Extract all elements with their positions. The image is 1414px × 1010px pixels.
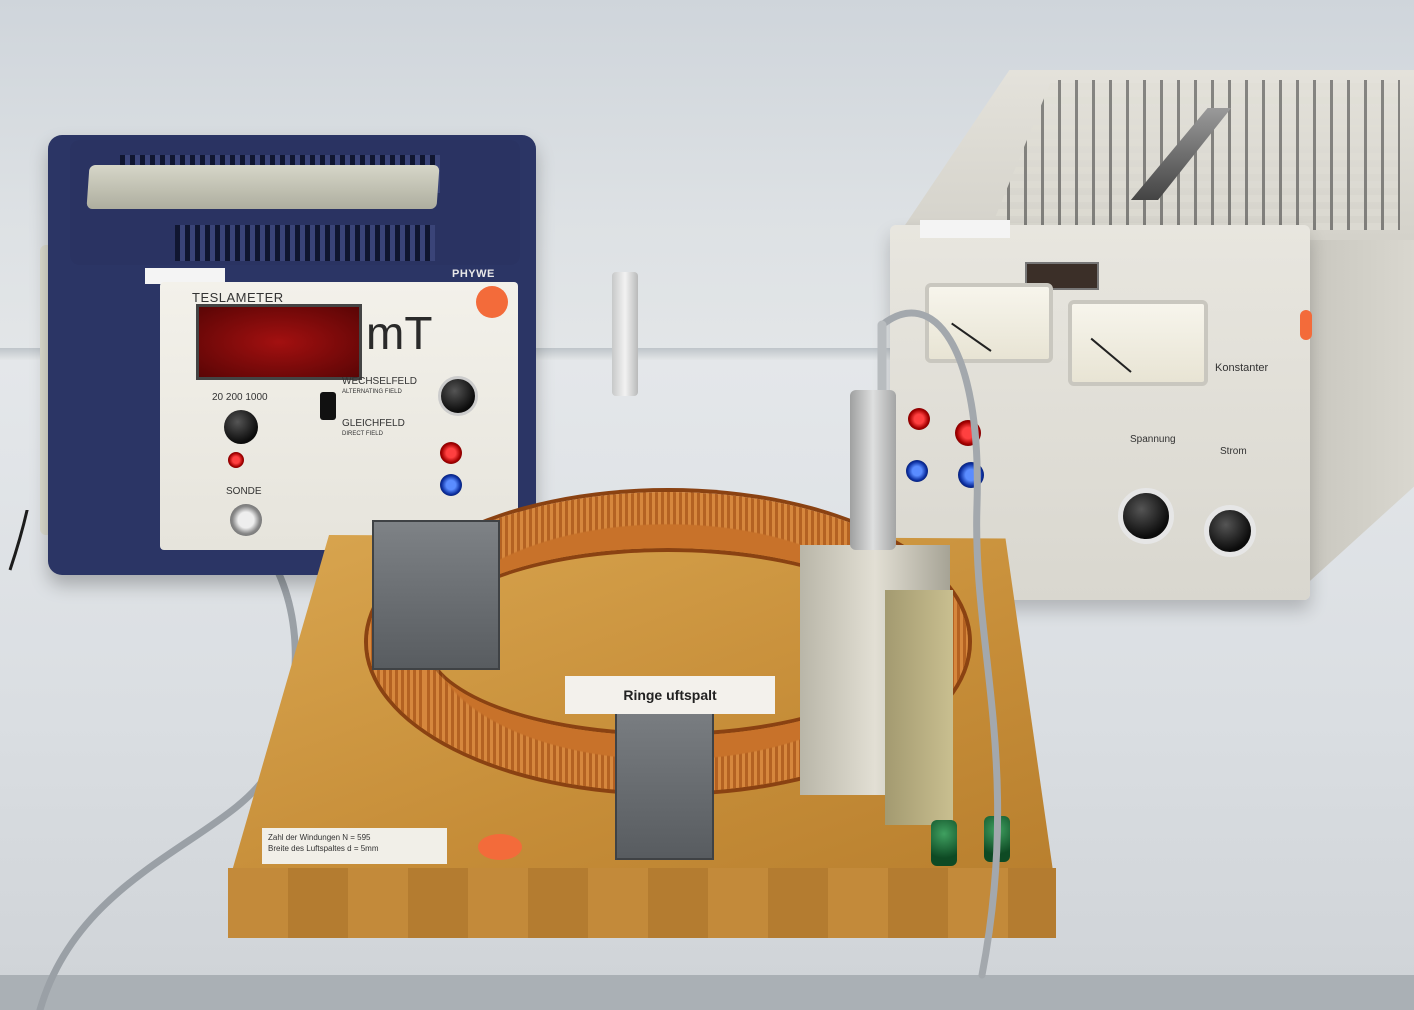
dc-sublabel-text: DIRECT FIELD	[342, 431, 383, 437]
green-terminal[interactable]	[931, 820, 957, 866]
led-display	[196, 304, 362, 380]
winding-note-line: Breite des Luftspaltes d = 5mm	[268, 844, 379, 853]
blue-jack[interactable]	[906, 460, 928, 482]
probe-guide-plate	[885, 590, 953, 825]
unit-label: mT	[366, 307, 433, 359]
wooden-board-edge	[228, 868, 1056, 938]
brand-label: PHYWE	[452, 268, 495, 280]
hall-probe[interactable]	[850, 390, 896, 550]
range-labels: 20 200 1000	[212, 392, 268, 403]
inventory-sticker	[145, 268, 225, 284]
winding-note-line: Zahl der Windungen N = 595	[268, 833, 371, 842]
red-jack[interactable]	[908, 408, 930, 430]
orange-sticker	[1300, 310, 1312, 340]
red-indicator	[228, 452, 244, 468]
voltage-knob[interactable]	[1118, 488, 1174, 544]
probe-label: SONDE	[226, 486, 262, 497]
board-label: Ringe uftspalt	[565, 676, 775, 714]
table-edge	[0, 975, 1414, 1010]
range-selector-knob[interactable]	[224, 410, 258, 444]
power-supply-label: Konstanter	[1215, 362, 1269, 374]
ac-mode-label: WECHSELFELD ALTERNATING FIELD	[342, 376, 417, 398]
current-label: Strom	[1220, 446, 1247, 457]
ac-label-text: WECHSELFELD	[342, 376, 418, 387]
name-plate	[1025, 262, 1099, 290]
vent-grille	[175, 225, 435, 261]
current-knob[interactable]	[1204, 505, 1256, 557]
inventory-sticker	[920, 220, 1010, 238]
field-mode-switch[interactable]	[320, 392, 336, 420]
red-jack[interactable]	[440, 442, 462, 464]
coil-mount-block	[615, 690, 714, 860]
orange-sticker	[478, 834, 522, 860]
probe-socket[interactable]	[230, 504, 262, 536]
blue-jack[interactable]	[440, 474, 462, 496]
wall-clamp	[612, 272, 638, 396]
dc-mode-label: GLEICHFELD DIRECT FIELD	[342, 418, 405, 440]
vent-grille	[990, 80, 1400, 230]
orange-sticker	[476, 286, 508, 318]
ammeter-gauge	[1068, 300, 1208, 386]
teslameter-label: TESLAMETER	[192, 290, 284, 305]
green-terminal[interactable]	[984, 816, 1010, 862]
winding-note: Zahl der Windungen N = 595 Breite des Lu…	[262, 828, 447, 864]
carry-handle	[86, 165, 440, 209]
coil-mount-block	[372, 520, 500, 670]
red-jack[interactable]	[955, 420, 981, 446]
voltage-label: Spannung	[1130, 434, 1176, 445]
blue-jack[interactable]	[958, 462, 984, 488]
dc-label-text: GLEICHFELD	[342, 418, 405, 429]
zero-adjust-knob[interactable]	[438, 376, 478, 416]
ac-sublabel-text: ALTERNATING FIELD	[342, 389, 402, 395]
